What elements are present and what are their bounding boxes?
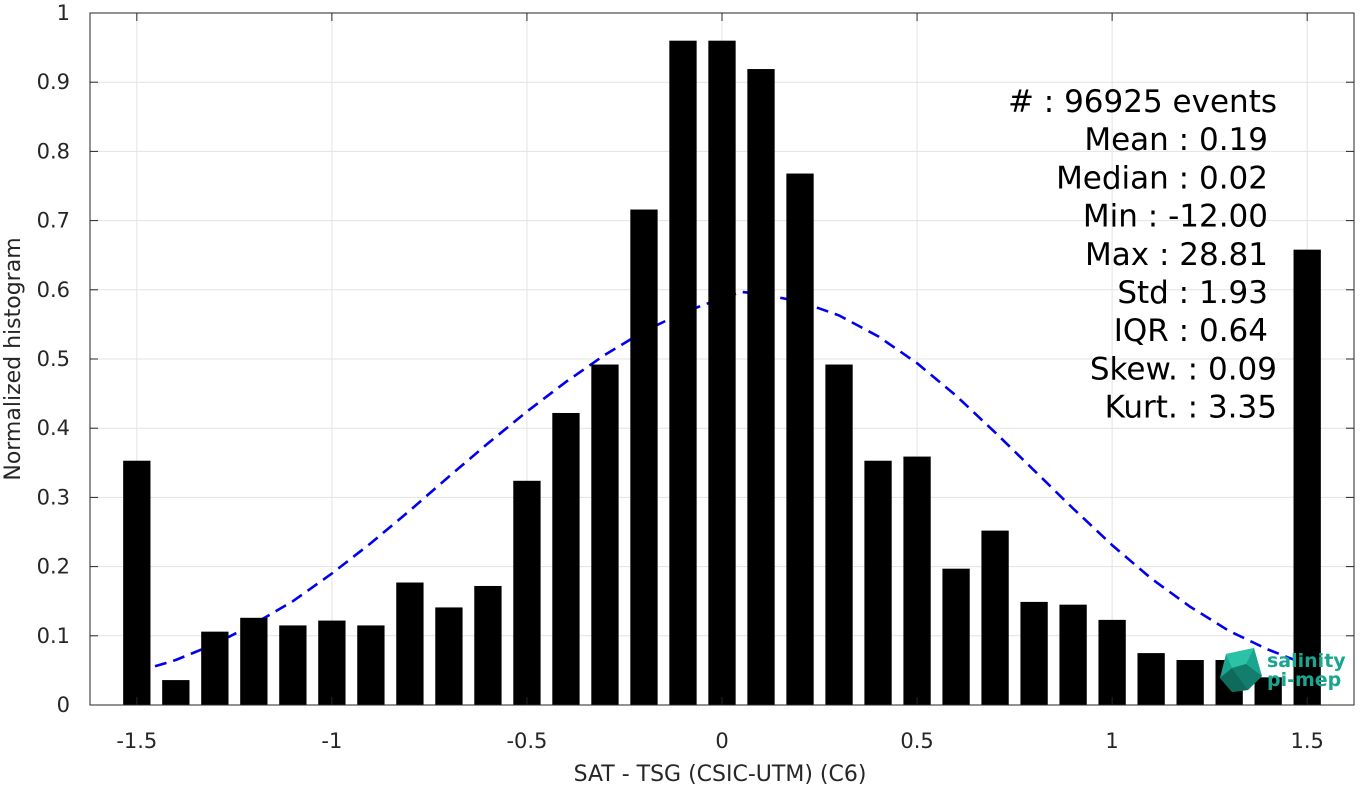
histogram-bar [1176, 660, 1204, 705]
y-tick-label: 0.3 [37, 485, 70, 509]
histogram-bar [1098, 619, 1126, 705]
stats-line: Median : 0.02 [1056, 160, 1268, 196]
histogram-bar [357, 625, 385, 705]
y-tick-label: 1 [57, 1, 70, 25]
x-axis-title: SAT - TSG (CSIC-UTM) (C6) [574, 762, 867, 785]
x-tick-labels: -1.5 -1 -0.5 0 0.5 1 1.5 [116, 729, 1324, 753]
histogram-bar [552, 412, 580, 705]
stats-line: Skew. : 0.09 [1090, 351, 1277, 387]
y-tick-label: 0.1 [37, 624, 70, 648]
histogram-bar [1059, 604, 1087, 705]
histogram-bar [1254, 677, 1282, 705]
salinity-pi-mep-logo: salinity pi-mep [1220, 648, 1346, 692]
stats-line: Min : -12.00 [1083, 199, 1268, 235]
histogram-bar [825, 364, 853, 705]
y-tick-label: 0.7 [37, 209, 70, 233]
histogram-bar [240, 617, 268, 705]
y-tick-label: 0.5 [37, 347, 70, 371]
y-tick-label: 0.2 [37, 555, 70, 579]
stats-line: # : 96925 events [1008, 84, 1277, 120]
histogram-bar [981, 530, 1009, 705]
pi-mep-logo-icon [1220, 648, 1262, 692]
x-tick-label: -1 [321, 729, 342, 753]
histogram-bar [591, 364, 619, 705]
y-tick-label: 0.4 [37, 416, 70, 440]
histogram-bar [279, 625, 307, 705]
histogram-bar [201, 631, 229, 705]
y-axis-title: Normalized histogram [1, 237, 26, 480]
histogram-bar [786, 173, 814, 705]
logo-text-line2: pi-mep [1267, 669, 1341, 691]
histogram-bar [669, 40, 697, 706]
histogram-bar [123, 460, 151, 705]
x-tick-label: 0 [715, 729, 728, 753]
y-tick-label: 0.6 [37, 278, 70, 302]
logo-text-line1: salinity [1267, 650, 1346, 672]
y-tick-label: 0.8 [37, 139, 70, 163]
histogram-bar [318, 620, 346, 705]
histogram-bar [162, 680, 190, 705]
histogram-bar [435, 607, 463, 705]
x-tick-label: 1 [1105, 729, 1118, 753]
bars [123, 40, 1321, 706]
x-tick-label: -1.5 [116, 729, 157, 753]
histogram-bar [747, 69, 775, 705]
y-tick-label: 0.9 [37, 70, 70, 94]
histogram-bar [513, 480, 541, 705]
histogram-bar [1020, 601, 1048, 705]
histogram-bar [942, 568, 970, 705]
histogram-bar [864, 460, 892, 705]
x-tick-label: -0.5 [506, 729, 547, 753]
stats-line: Max : 28.81 [1085, 237, 1268, 273]
y-tick-label: 0 [57, 693, 70, 717]
axes [89, 12, 1355, 706]
histogram-bar [1293, 249, 1321, 705]
histogram-bar [1137, 653, 1165, 705]
histogram-bar [708, 40, 736, 706]
stats-line: IQR : 0.64 [1114, 313, 1268, 349]
histogram-bar [630, 209, 658, 705]
stats-line: Std : 1.93 [1117, 275, 1268, 311]
x-tick-label: 0.5 [900, 729, 933, 753]
histogram-bar [903, 456, 931, 705]
stats-line: Mean : 0.19 [1084, 122, 1268, 158]
x-tick-label: 1.5 [1290, 729, 1323, 753]
histogram-bar [396, 582, 424, 705]
y-tick-labels: 0 0.1 0.2 0.3 0.4 0.5 0.6 0.7 0.8 0.9 1 [37, 1, 70, 717]
stats-line: Kurt. : 3.35 [1105, 390, 1277, 426]
histogram-bar [474, 585, 502, 705]
